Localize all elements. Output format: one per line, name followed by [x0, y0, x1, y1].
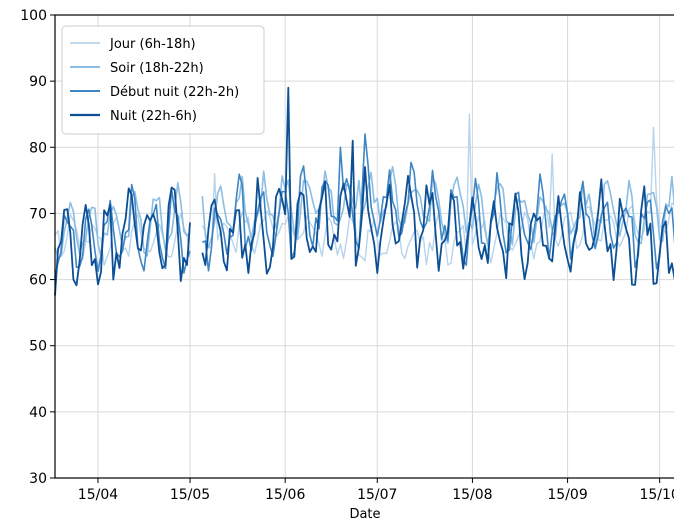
legend-label-1: Soir (18h-22h) — [110, 61, 204, 76]
y-tick-label: 60 — [29, 273, 47, 289]
legend-label-0: Jour (6h-18h) — [109, 37, 196, 52]
legend: Jour (6h-18h) Soir (18h-22h) Début nuit (2… — [61, 25, 265, 135]
y-tick-label: 80 — [29, 140, 47, 156]
x-tick-label: 15/07 — [357, 487, 397, 503]
legend-label-3: Nuit (22h-6h) — [110, 109, 197, 124]
y-tick-label: 30 — [29, 471, 47, 487]
x-axis-title: Date — [349, 507, 380, 521]
series-line-3 — [54, 86, 674, 296]
x-tick-label: 15/08 — [452, 487, 492, 503]
y-axis: 30 40 50 60 70 80 90 100 — [20, 8, 55, 487]
x-tick-label: 15/05 — [170, 487, 210, 503]
series-lines — [54, 86, 674, 296]
x-tick-label: 15/10 — [639, 487, 674, 503]
x-tick-label: 15/06 — [265, 487, 305, 503]
x-tick-label: 15/09 — [547, 487, 587, 503]
legend-box — [61, 25, 265, 135]
x-tick-label: 15/04 — [78, 487, 118, 503]
legend-label-2: Début nuit (22h-2h) — [110, 85, 239, 100]
y-tick-label: 40 — [29, 405, 47, 421]
y-tick-label: 100 — [20, 8, 47, 24]
plot-frame — [54, 14, 674, 479]
y-tick-label: 90 — [29, 74, 47, 90]
x-axis: 15/04 15/05 15/06 15/07 15/08 15/09 15/10 — [78, 478, 674, 503]
y-tick-label: 70 — [29, 206, 47, 222]
y-tick-label: 50 — [29, 339, 47, 355]
